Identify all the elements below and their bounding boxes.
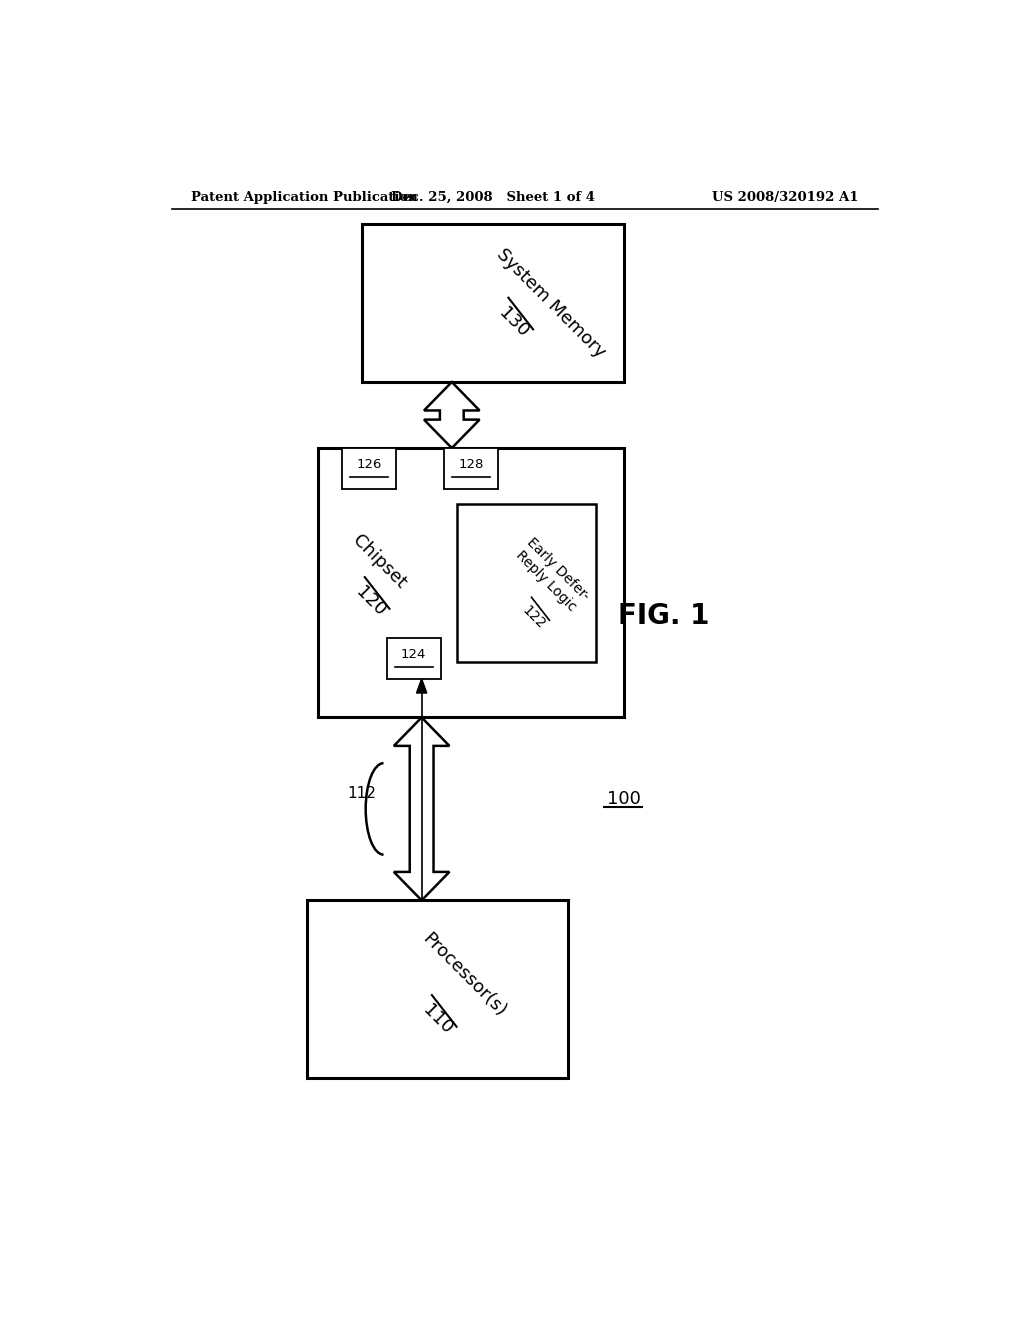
Bar [387, 638, 440, 678]
Text: Early Defer-
Reply Logic: Early Defer- Reply Logic [512, 535, 592, 615]
Polygon shape [446, 446, 457, 461]
Text: System Memory: System Memory [493, 246, 608, 362]
Text: 100: 100 [607, 789, 641, 808]
Text: Chipset: Chipset [349, 531, 410, 591]
Text: Patent Application Publication: Patent Application Publication [191, 190, 418, 203]
Text: 130: 130 [496, 304, 532, 341]
Text: FIG. 1: FIG. 1 [618, 602, 710, 630]
Text: 126: 126 [356, 458, 382, 471]
Bar [306, 900, 568, 1078]
Text: 112: 112 [348, 787, 377, 801]
Bar [458, 504, 596, 661]
Text: 128: 128 [458, 458, 483, 471]
Polygon shape [417, 678, 427, 693]
Bar [318, 447, 624, 718]
Polygon shape [424, 381, 479, 447]
Bar [362, 224, 624, 381]
Text: 124: 124 [401, 648, 426, 661]
Bar [342, 447, 396, 488]
Polygon shape [394, 718, 450, 900]
Text: 110: 110 [419, 1001, 456, 1038]
Text: US 2008/320192 A1: US 2008/320192 A1 [712, 190, 858, 203]
Text: Dec. 25, 2008   Sheet 1 of 4: Dec. 25, 2008 Sheet 1 of 4 [391, 190, 595, 203]
Text: 122: 122 [519, 603, 548, 632]
Bar [443, 447, 498, 488]
Text: Processor(s): Processor(s) [419, 929, 509, 1020]
Text: 120: 120 [352, 583, 389, 620]
